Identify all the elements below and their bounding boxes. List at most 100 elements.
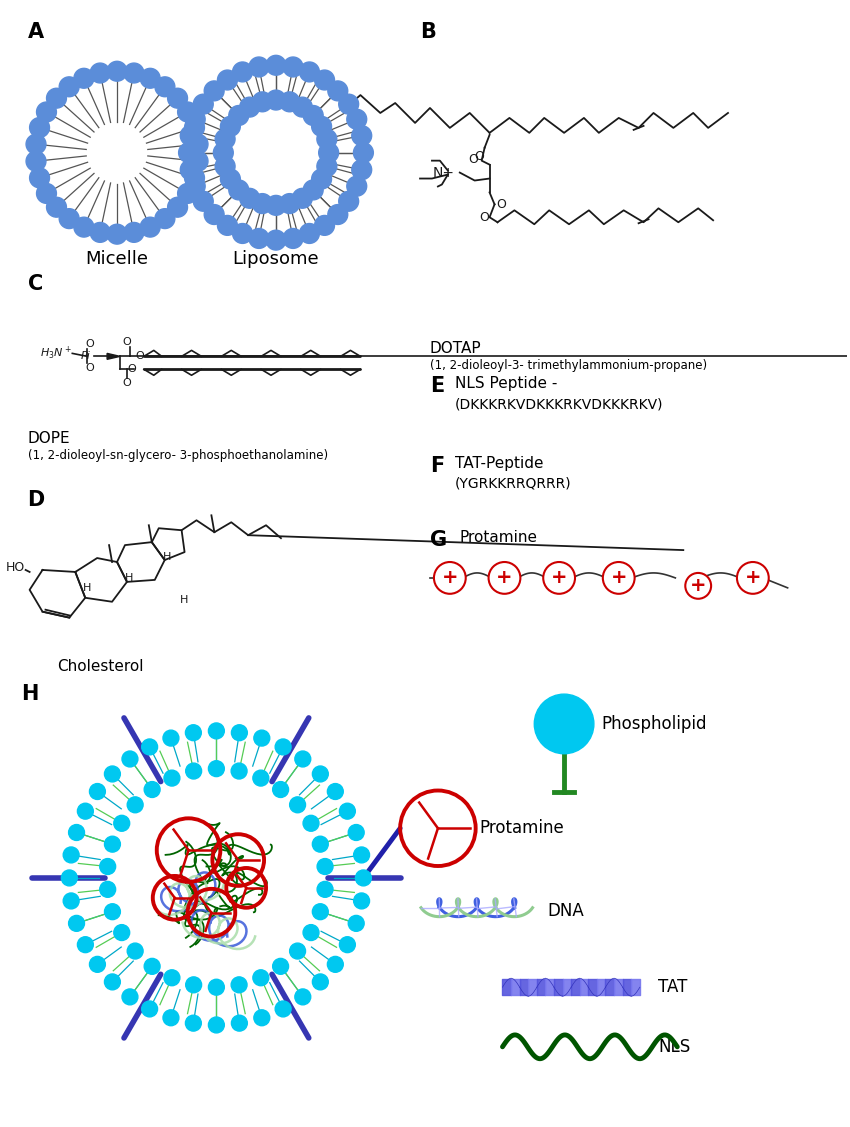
Circle shape <box>233 223 252 243</box>
Circle shape <box>266 230 286 250</box>
Circle shape <box>90 222 110 242</box>
Circle shape <box>317 157 337 176</box>
Circle shape <box>47 88 66 108</box>
Circle shape <box>89 957 105 973</box>
Circle shape <box>292 97 312 117</box>
Circle shape <box>303 180 323 199</box>
Text: Pi: Pi <box>80 352 90 362</box>
Text: O: O <box>135 352 144 362</box>
Circle shape <box>292 188 312 208</box>
Circle shape <box>231 977 247 993</box>
Circle shape <box>26 134 46 154</box>
Circle shape <box>348 915 364 931</box>
Text: H: H <box>20 684 38 704</box>
Circle shape <box>352 126 371 145</box>
Circle shape <box>184 117 205 137</box>
Text: D: D <box>27 490 45 511</box>
Circle shape <box>249 229 269 248</box>
Circle shape <box>273 958 288 974</box>
Circle shape <box>313 974 328 990</box>
Text: Protamine: Protamine <box>460 530 538 545</box>
Circle shape <box>105 836 121 852</box>
Text: O: O <box>122 379 132 388</box>
Polygon shape <box>107 354 120 360</box>
Text: H: H <box>125 573 133 583</box>
Text: F: F <box>430 455 445 476</box>
Text: +: + <box>442 568 458 587</box>
Circle shape <box>215 157 235 176</box>
Text: (YGRKKRRQRRR): (YGRKKRRQRRR) <box>455 477 571 490</box>
Circle shape <box>26 151 46 171</box>
Text: (1, 2-dioleoyl-sn-glycero- 3-phosphoethanolamine): (1, 2-dioleoyl-sn-glycero- 3-phosphoetha… <box>27 449 328 462</box>
Circle shape <box>348 825 364 841</box>
Circle shape <box>69 825 84 841</box>
Circle shape <box>218 215 237 236</box>
Text: DNA: DNA <box>547 902 584 920</box>
Circle shape <box>122 988 138 1005</box>
Text: +: + <box>745 568 761 587</box>
Circle shape <box>299 223 320 243</box>
Text: O: O <box>86 339 94 349</box>
Text: DOTAP: DOTAP <box>430 341 482 356</box>
Circle shape <box>314 215 335 236</box>
Circle shape <box>339 95 359 114</box>
Circle shape <box>61 870 77 886</box>
Circle shape <box>74 218 94 237</box>
Circle shape <box>313 766 328 782</box>
Circle shape <box>290 797 305 813</box>
Circle shape <box>180 126 200 145</box>
Text: Micelle: Micelle <box>86 250 149 268</box>
Circle shape <box>140 69 160 88</box>
Circle shape <box>220 169 241 189</box>
Text: DOPE: DOPE <box>27 431 71 446</box>
Circle shape <box>314 70 335 90</box>
Text: B: B <box>420 21 436 42</box>
Text: $H_3N^+$: $H_3N^+$ <box>41 345 72 362</box>
Circle shape <box>266 90 286 110</box>
Circle shape <box>107 61 127 81</box>
Circle shape <box>37 103 56 122</box>
Text: Phospholipid: Phospholipid <box>602 715 707 733</box>
Circle shape <box>295 988 311 1005</box>
Text: +: + <box>610 568 627 587</box>
Circle shape <box>229 106 249 125</box>
Text: O: O <box>468 153 479 166</box>
Text: Liposome: Liposome <box>233 250 320 268</box>
Circle shape <box>312 836 328 852</box>
Circle shape <box>254 1010 269 1026</box>
Circle shape <box>213 143 233 162</box>
Circle shape <box>142 739 157 755</box>
Circle shape <box>164 770 180 786</box>
Circle shape <box>164 970 180 986</box>
Circle shape <box>352 160 371 179</box>
Text: H: H <box>162 552 171 562</box>
Circle shape <box>63 848 79 863</box>
Circle shape <box>535 694 594 754</box>
Circle shape <box>89 783 105 799</box>
Circle shape <box>37 184 56 203</box>
Circle shape <box>163 730 178 746</box>
Circle shape <box>185 176 205 196</box>
Circle shape <box>77 804 94 819</box>
Circle shape <box>220 116 241 136</box>
Circle shape <box>266 195 286 215</box>
Circle shape <box>280 92 299 112</box>
Circle shape <box>312 904 328 920</box>
Circle shape <box>229 180 249 199</box>
Circle shape <box>184 168 205 188</box>
Circle shape <box>317 859 333 875</box>
Text: Cholesterol: Cholesterol <box>58 659 144 674</box>
Circle shape <box>69 915 84 931</box>
Circle shape <box>283 229 303 248</box>
Text: +: + <box>496 568 513 587</box>
Circle shape <box>185 725 201 740</box>
Circle shape <box>77 937 94 952</box>
Circle shape <box>240 188 259 208</box>
Circle shape <box>208 979 224 995</box>
Text: +: + <box>551 568 567 587</box>
Circle shape <box>124 63 144 83</box>
Circle shape <box>140 218 160 237</box>
Circle shape <box>339 937 355 952</box>
Circle shape <box>63 893 79 908</box>
Circle shape <box>193 192 213 211</box>
